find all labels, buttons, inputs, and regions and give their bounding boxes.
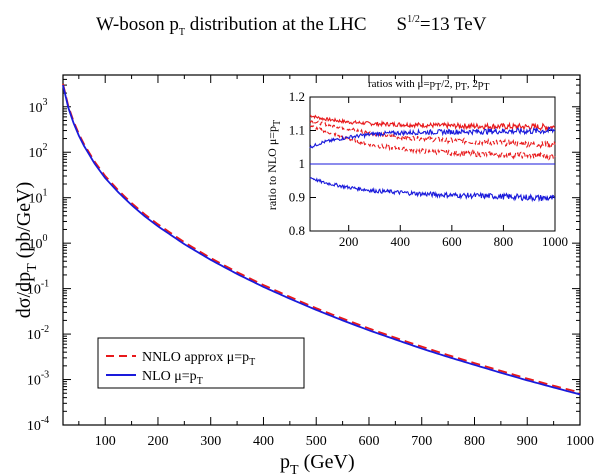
y-tick-label: 103 [29,97,48,116]
y-axis-label-rest: (pb/GeV) [13,182,35,264]
main-series-lines [62,83,581,396]
x-axis-label: pT (GeV) [280,451,355,474]
legend-box [97,337,305,389]
inset-series-line [309,126,556,149]
chart-title-rest: distribution at the LHC [185,14,367,35]
legend-nlo-text: NLO μ=p [142,369,197,384]
inset-ylabel-main: ratio to NLO μ=p [265,126,279,210]
y-tick-label: 10-2 [27,324,49,343]
inset-series-line [310,114,556,133]
inset-ylabel-sub: T [272,120,283,126]
inset-series-lines [309,114,556,203]
x-tick-label: 400 [253,434,274,449]
y-axis-label-sub: T [25,263,40,272]
x-tick-label: 900 [517,434,538,449]
y-tick-label: 10-1 [27,279,49,298]
y-axis-label-main: dσ/dp [13,272,35,318]
inset-title-s2: T [461,82,467,93]
x-tick-label: 100 [95,434,116,449]
y-tick-label: 101 [29,188,48,207]
chart-title-energy: S [397,14,408,35]
x-axis-label-sub: T [290,463,299,474]
inset-y-tick-label: 0.8 [289,223,305,238]
y-tick-label: 10-4 [27,415,49,434]
y-tick-label: 10-3 [27,370,49,389]
inset-chart: ratios with μ=pT/2, pT, 2pT 200 400 600 800… [265,78,568,249]
x-tick-label: 300 [200,434,221,449]
inset-y-tick-label: 1.1 [289,123,305,138]
legend-nnlo-label: NNLO approx μ=pT [142,350,255,368]
x-tick-label: 600 [358,434,379,449]
inset-y-axis-label: ratio to NLO μ=pT [265,120,283,210]
inset-y-tick-label: 0.9 [289,190,305,205]
main-axis-ticks: 100 200 300 400 500 600 700 800 900 1000 103 102 101… [27,74,594,449]
y-tick-label: 100 [29,233,48,252]
y-tick-label: 102 [29,142,48,161]
legend-nlo-sub: T [197,376,203,387]
chart-title: W-boson pT distribution at the LHC S1/2=1… [96,14,487,38]
inset-series-line [309,177,556,203]
x-axis-label-p: p [280,451,290,473]
inset-title-a: ratios with μ=p [368,78,436,90]
legend-nnlo-text: NNLO approx μ=p [142,350,249,365]
x-tick-label: 200 [147,434,168,449]
x-tick-label: 500 [306,434,327,449]
chart-title-sub: T [179,27,185,38]
inset-title-c: , 2p [467,78,484,90]
legend: NNLO approx μ=pT NLO μ=pT [97,337,305,389]
inset-x-tick-label: 1000 [542,234,568,249]
inset-title-s1: T [435,82,441,93]
x-tick-label: 700 [411,434,432,449]
chart-title-main: W-boson p [96,14,179,35]
inset-y-tick-label: 1.2 [289,89,305,104]
legend-nlo-label: NLO μ=pT [142,369,203,387]
inset-title-s3: T [483,82,489,93]
inset-x-tick-label: 200 [339,234,359,249]
chart-title-energy-rest: =13 TeV [420,14,487,35]
x-axis-label-rest: (GeV) [299,451,355,473]
inset-y-tick-label: 1 [299,156,306,171]
x-tick-label: 1000 [566,434,594,449]
inset-x-tick-label: 400 [391,234,411,249]
chart-title-energy-sup: 1/2 [407,14,420,25]
series-line-nlo [62,84,581,396]
inset-series-line [309,125,556,161]
inset-x-tick-label: 600 [442,234,462,249]
legend-nnlo-sub: T [249,357,255,368]
inset-x-tick-label: 800 [494,234,514,249]
x-tick-label: 800 [464,434,485,449]
inset-title: ratios with μ=pT/2, pT, 2pT [368,78,490,93]
y-axis-label: dσ/dpT (pb/GeV) [13,182,40,319]
inset-axis-ticks: 200 400 600 800 1000 0.8 0.9 1 1.1 1.2 [289,89,568,249]
inset-title-b: /2, p [441,78,461,90]
